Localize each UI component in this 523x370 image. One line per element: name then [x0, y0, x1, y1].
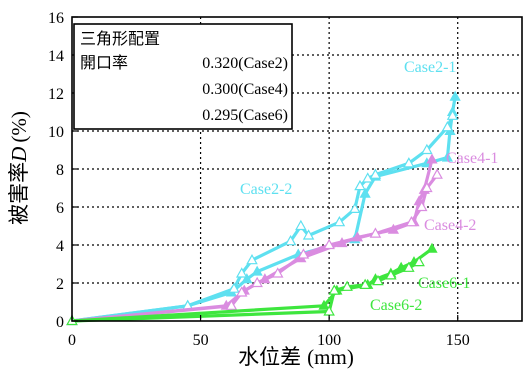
series-label-Case6-1: Case6-1	[418, 275, 470, 292]
data-point	[251, 265, 263, 276]
data-point	[361, 172, 374, 183]
data-point	[426, 153, 438, 164]
y-axis-unit: (%)	[7, 111, 31, 142]
series-label-Case6-2: Case6-2	[370, 297, 422, 314]
x-axis-unit: (mm)	[307, 345, 354, 369]
y-axis-title: 被害率D (%)	[7, 111, 31, 225]
data-point	[228, 282, 240, 293]
data-point	[372, 274, 384, 286]
series-label-Case2-2: Case2-2	[240, 181, 292, 198]
data-point	[359, 278, 371, 289]
data-point	[341, 280, 353, 291]
series-Case2-2	[66, 109, 459, 326]
legend-label: 開口率	[80, 53, 128, 72]
data-point	[403, 157, 415, 168]
data-point	[369, 227, 382, 238]
data-point	[421, 181, 433, 193]
x-tick-label: 0	[68, 332, 76, 349]
data-point	[405, 215, 418, 227]
data-point	[241, 273, 253, 284]
data-point	[328, 284, 341, 295]
data-point	[421, 143, 433, 155]
data-point	[431, 168, 443, 179]
x-axis-title: 水位差 (mm)	[238, 345, 354, 369]
legend-title: 三角形配置	[80, 29, 160, 48]
data-point	[251, 276, 263, 288]
legend-entry-case2: 0.320(Case2)	[202, 55, 288, 72]
legend-entry-case6: 0.295(Case6)	[202, 107, 288, 124]
legend: 三角形配置 開口率 0.320(Case2) 0.300(Case4) 0.29…	[73, 23, 293, 130]
series-Case6-2	[66, 255, 425, 326]
data-point	[413, 255, 425, 267]
data-point	[359, 187, 371, 198]
data-point	[446, 109, 459, 120]
data-point	[295, 219, 307, 231]
y-tick-label: 8	[56, 162, 64, 179]
data-point	[246, 253, 258, 265]
data-point	[415, 200, 428, 212]
data-point	[354, 179, 366, 191]
x-axis-label: 水位差	[238, 345, 301, 369]
y-tick-label: 16	[48, 10, 64, 27]
data-point	[271, 267, 284, 278]
y-tick-label: 4	[56, 238, 64, 255]
x-tick-label: 150	[446, 332, 470, 349]
series-line	[71, 115, 455, 323]
series-labels: Case2-1 Case2-2 Case4-1 Case4-2 Case6-1 Case6…	[240, 59, 498, 314]
data-point	[449, 90, 461, 101]
data-point	[235, 267, 248, 278]
legend-box	[73, 23, 293, 130]
data-point	[284, 234, 297, 246]
y-tick-label: 14	[48, 48, 64, 65]
data-point	[426, 242, 438, 253]
y-axis-variable: D	[7, 147, 31, 163]
data-point	[225, 299, 238, 310]
series-layer	[66, 90, 461, 326]
y-tick-label: 6	[56, 200, 64, 217]
grid	[72, 17, 522, 321]
x-tick-label: 50	[193, 332, 209, 349]
data-point	[385, 269, 397, 280]
ticks: 0 50 100 150 0 2 4 6 8 10 12 14 16	[48, 10, 470, 349]
data-point	[323, 238, 335, 250]
data-point	[349, 202, 361, 213]
data-point	[302, 229, 315, 240]
y-axis-label: 被害率	[7, 162, 31, 225]
data-point	[403, 261, 415, 272]
data-point	[369, 168, 382, 179]
y-tick-label: 10	[48, 124, 64, 141]
data-point	[235, 286, 248, 297]
y-tick-label: 0	[56, 314, 64, 331]
data-point	[318, 299, 330, 310]
series-label-Case4-1: Case4-1	[446, 150, 498, 167]
series-label-Case2-1: Case2-1	[404, 59, 456, 76]
data-point	[297, 248, 310, 259]
data-point	[441, 120, 454, 132]
data-point	[441, 151, 454, 162]
legend-entry-case4: 0.300(Case4)	[202, 81, 288, 98]
x-tick-label: 100	[317, 332, 341, 349]
series-label-Case4-2: Case4-2	[424, 217, 476, 234]
y-tick-label: 12	[48, 86, 64, 103]
series-Case4-2	[66, 168, 443, 326]
data-point	[333, 215, 346, 227]
y-tick-label: 2	[56, 276, 64, 293]
